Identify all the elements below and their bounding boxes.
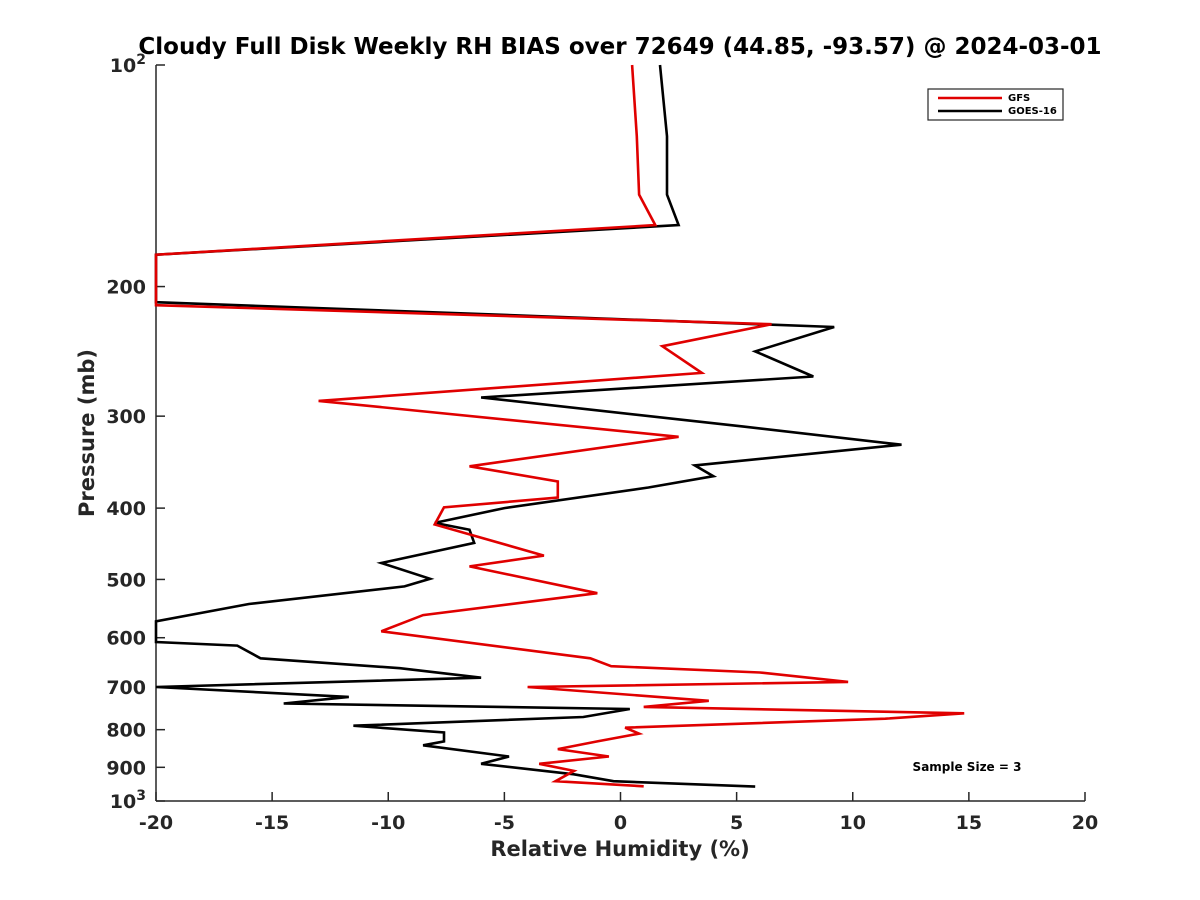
legend-box: [927, 88, 1064, 121]
x-tick-label: 5: [730, 812, 743, 834]
y-tick-label: 400: [106, 498, 146, 520]
y-ticks: 102 200 300 400 500 600 700 800 900 103: [106, 52, 165, 813]
y-axis-label: Pressure (mb): [75, 349, 99, 517]
legend-gfs-label: GFS: [1008, 93, 1030, 104]
y-tick-label: 900: [106, 757, 146, 779]
x-tick-label: -15: [255, 812, 289, 834]
series-line-goes-16: [154, 64, 902, 788]
x-ticks: -20 -15 -10 -5 0 5 10 15 20: [139, 792, 1098, 834]
x-tick-label: 10: [840, 812, 866, 834]
y-tick-label: 102: [110, 52, 146, 77]
x-tick-label: -5: [494, 812, 515, 834]
legend: GFS GOES-16: [927, 88, 1064, 121]
sample-size-annotation: Sample Size = 3: [913, 760, 1022, 774]
series-lines: [154, 64, 965, 788]
y-tick-label: 200: [106, 277, 146, 299]
y-tick-label: 800: [106, 720, 146, 742]
x-tick-label: 20: [1072, 812, 1098, 834]
x-axis-label: Relative Humidity (%): [490, 837, 749, 861]
chart-title: Cloudy Full Disk Weekly RH BIAS over 726…: [138, 34, 1101, 60]
plot-frame: [155, 65, 1085, 802]
y-tick-label: 500: [106, 569, 146, 591]
y-tick-label: 103: [110, 788, 146, 813]
y-tick-label: 700: [106, 677, 146, 699]
legend-goes16-label: GOES-16: [1008, 106, 1057, 117]
x-tick-label: -20: [139, 812, 173, 834]
series-line-gfs: [154, 64, 965, 788]
x-tick-label: 15: [956, 812, 982, 834]
x-tick-label: -10: [371, 812, 405, 834]
y-tick-label: 300: [106, 406, 146, 428]
y-tick-label: 600: [106, 628, 146, 650]
x-tick-label: 0: [614, 812, 627, 834]
